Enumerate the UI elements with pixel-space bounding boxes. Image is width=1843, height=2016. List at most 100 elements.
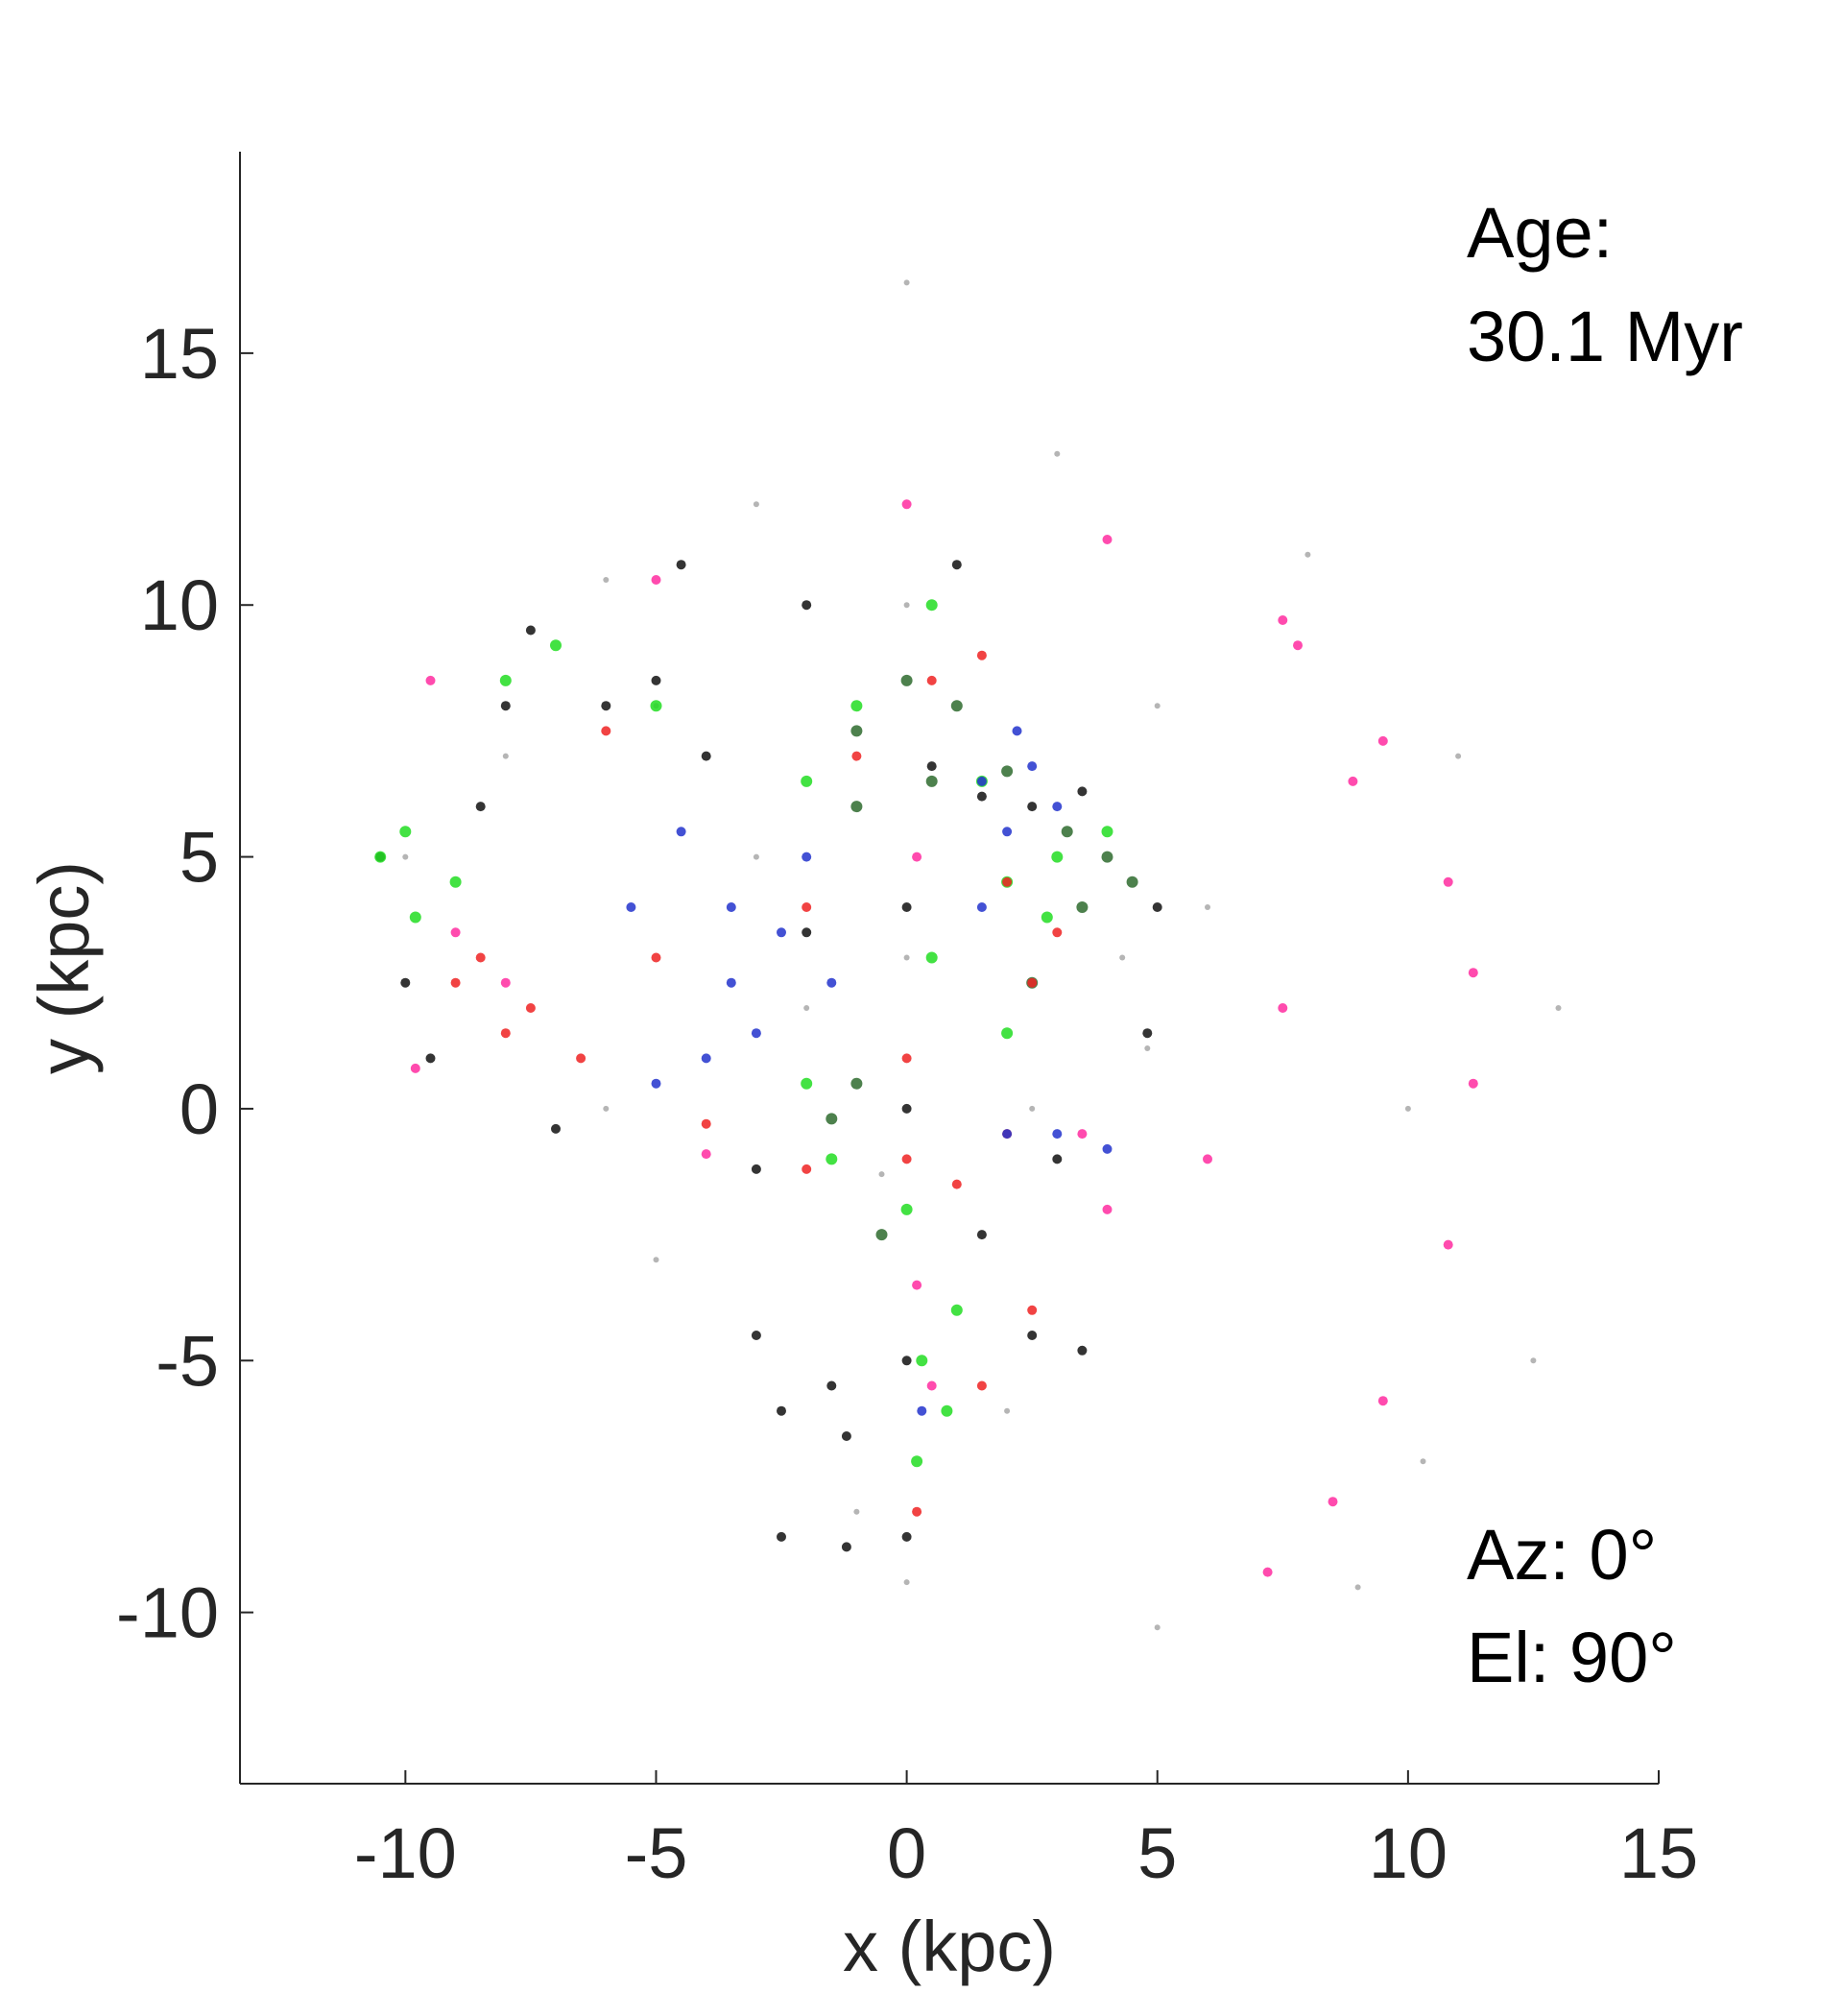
scatter-point-pink	[1348, 776, 1358, 786]
scatter-point-dark-green	[850, 1077, 863, 1090]
scatter-point-red	[926, 675, 937, 685]
scatter-point-green	[850, 700, 863, 712]
scatter-point-blue	[1052, 1129, 1063, 1140]
scatter-point-green	[1041, 911, 1053, 924]
scatter-point-blue	[826, 977, 837, 988]
scatter-point-pink	[1377, 735, 1388, 746]
scatter-point-green	[550, 639, 562, 652]
x-tick-label: 0	[887, 1813, 926, 1893]
scatter-point-red	[901, 1053, 912, 1064]
scatter-point-dark-green	[925, 775, 938, 787]
y-tick-label: 5	[180, 818, 219, 898]
scatter-point-pink	[1203, 1154, 1212, 1164]
scatter-point-green	[399, 826, 412, 838]
scatter-point-gray	[903, 1579, 910, 1586]
scatter-point-black	[525, 625, 536, 636]
x-tick-label: 10	[1369, 1813, 1448, 1893]
scatter-point-green	[374, 851, 387, 863]
scatter-point-black	[475, 802, 486, 812]
scatter-point-dark-green	[1126, 876, 1138, 888]
age-label: Age:	[1467, 193, 1613, 273]
scatter-point-gray	[1530, 1357, 1537, 1364]
scatter-point-dark-green	[1061, 826, 1073, 838]
scatter-point-red	[1052, 927, 1063, 938]
y-tick-label: 15	[140, 314, 219, 394]
x-tick-label: -5	[625, 1813, 688, 1893]
scatter-point-dark-green	[850, 725, 863, 737]
scatter-point-blue	[1002, 827, 1013, 837]
scatter-point-black	[425, 1053, 436, 1064]
scatter-point-black	[901, 1356, 912, 1366]
x-axis-label: x (kpc)	[843, 1907, 1056, 1986]
scatter-point-gray	[1154, 1624, 1161, 1631]
scatter-point-gray	[1154, 703, 1161, 709]
scatter-point-gray	[1420, 1458, 1426, 1465]
scatter-point-black	[400, 977, 411, 988]
scatter-point-green	[1001, 1027, 1014, 1040]
scatter-point-gray	[603, 577, 610, 583]
scatter-point-green	[826, 1153, 838, 1165]
scatter-point-green	[801, 775, 813, 787]
scatter-point-red	[1027, 1305, 1038, 1315]
scatter-point-red	[651, 952, 661, 963]
scatter-point-black	[802, 927, 812, 938]
scatter-point-blue	[676, 827, 686, 837]
scatter-point-red	[601, 726, 611, 736]
x-tick-label: 15	[1619, 1813, 1698, 1893]
scatter-point-black	[777, 1405, 786, 1416]
scatter-point-black	[901, 902, 912, 912]
y-tick-label: 10	[140, 565, 219, 645]
scatter-point-black	[551, 1123, 561, 1134]
scatter-point-black	[1142, 1028, 1153, 1039]
scatter-point-pink	[1328, 1497, 1338, 1507]
scatter-point-pink	[912, 1280, 922, 1290]
scatter-point-dark-green	[875, 1229, 888, 1241]
scatter-point-blue	[726, 977, 736, 988]
scatter-point-red	[1002, 876, 1013, 887]
scatter-point-blue	[917, 1405, 927, 1416]
scatter-point-dark-green	[1001, 765, 1014, 778]
age-value: 30.1 Myr	[1467, 297, 1743, 376]
scatter-point-green	[941, 1404, 953, 1417]
scatter-point-black	[841, 1431, 851, 1441]
x-tick-label: 5	[1137, 1813, 1177, 1893]
scatter-point-red	[851, 751, 862, 761]
scatter-point-black	[826, 1380, 837, 1391]
scatter-point-black	[951, 560, 962, 570]
scatter-point-blue	[976, 776, 987, 786]
scatter-point-red	[525, 1003, 536, 1013]
scatter-point-green	[1101, 826, 1113, 838]
scatter-point-pink	[701, 1149, 711, 1160]
scatter-point-green	[650, 700, 662, 712]
y-tick-label: -10	[116, 1573, 219, 1653]
scatter-point-pink	[500, 977, 511, 988]
scatter-point-gray	[603, 1105, 610, 1112]
scatter-point-black	[1152, 902, 1162, 912]
scatter-point-red	[802, 1164, 812, 1174]
scatter-point-dark-green	[1076, 901, 1089, 913]
axes: -10 -5 0 5 10 15 -10 -5 0 5 10 15	[116, 152, 1698, 1893]
scatter-point-black	[976, 1230, 987, 1240]
scatter-point-pink	[1102, 535, 1113, 544]
x-axis-ticks: -10 -5 0 5 10 15	[354, 1770, 1698, 1893]
scatter-point-blue	[651, 1078, 661, 1089]
scatter-point-dark-green	[950, 700, 963, 712]
scatter-point-black	[676, 560, 686, 570]
scatter-point-pink	[410, 1063, 420, 1073]
scatter-point-gray	[402, 853, 409, 860]
y-axis-label: y (kpc)	[24, 861, 104, 1074]
scatter-point-gray	[1555, 1005, 1562, 1011]
scatter-point-dark-green	[900, 674, 913, 686]
scatter-point-gray	[903, 954, 910, 961]
scatter-point-pink	[1102, 1204, 1113, 1214]
scatter-point-black	[901, 1531, 912, 1542]
scatter-point-gray	[1404, 1105, 1411, 1112]
scatter-point-gray	[502, 753, 509, 759]
scatter-point-dark-green	[850, 801, 863, 813]
scatter-point-red	[701, 1118, 711, 1129]
scatter-point-pink	[1443, 876, 1453, 887]
scatter-point-blue	[976, 902, 987, 912]
scatter-point-green	[925, 599, 938, 612]
scatter-point-black	[802, 600, 812, 611]
